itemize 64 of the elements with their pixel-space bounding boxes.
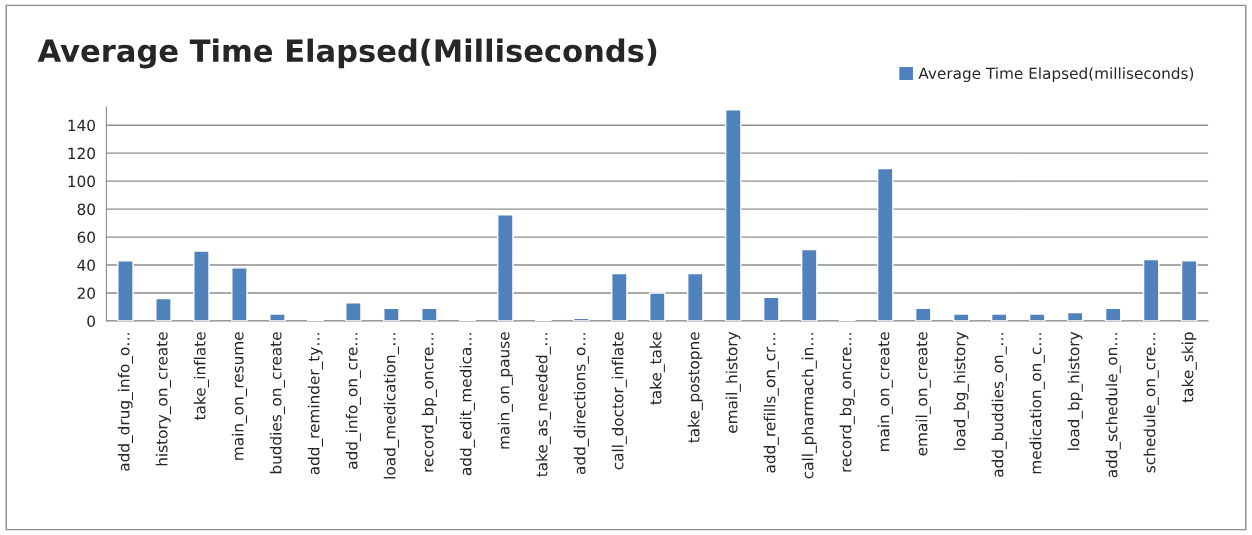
bar — [724, 109, 742, 321]
y-tick-label: 80 — [77, 203, 95, 216]
bar — [800, 248, 818, 321]
bar — [649, 292, 666, 321]
x-tick-label: main_on_pause — [497, 332, 513, 449]
x-tick-label: take_postopne — [687, 332, 703, 443]
y-tick-label: 100 — [68, 175, 95, 188]
x-tick-label: medication_on_c… — [1029, 333, 1045, 474]
x-tick-label: add_buddies_on_… — [991, 333, 1007, 477]
y-tick-label: 120 — [68, 147, 95, 160]
bar — [1066, 311, 1084, 321]
bar — [573, 317, 590, 321]
bar — [952, 313, 970, 321]
y-tick-label: 20 — [77, 287, 95, 300]
x-tick-label: take_skip — [1181, 332, 1197, 403]
y-tick-label: 40 — [77, 259, 95, 272]
bar — [1104, 307, 1122, 321]
bar — [155, 297, 172, 321]
y-tick-label: 140 — [68, 119, 95, 132]
x-tick-label: add_reminder_ty… — [307, 333, 323, 475]
bar — [876, 167, 894, 321]
bar — [1142, 258, 1160, 321]
bar — [686, 272, 704, 321]
bar — [1180, 260, 1198, 321]
y-tick-label: 60 — [77, 231, 95, 244]
chart-title: Average Time Elapsed(Milliseconds) — [37, 38, 657, 69]
x-tick-label: schedule_on_cre… — [1143, 333, 1159, 473]
x-tick-label: add_edit_medica… — [459, 333, 475, 476]
bar — [231, 267, 248, 321]
y-tick-label: 0 — [87, 315, 95, 328]
bar — [345, 302, 362, 321]
x-tick-label: take_inflate — [193, 332, 209, 420]
x-tick-label: add_info_on_cre… — [345, 333, 361, 469]
x-tick-label: load_medication_… — [383, 333, 399, 479]
x-tick-label: record_bp_oncre… — [421, 333, 437, 472]
bar — [1028, 313, 1046, 321]
x-tick-label: add_drug_info_o… — [117, 333, 134, 471]
x-tick-label: main_on_create — [877, 332, 893, 451]
bar — [383, 307, 400, 321]
bar — [497, 214, 514, 321]
x-tick-label: buddies_on_create — [269, 332, 285, 474]
bar — [117, 260, 134, 321]
x-tick-label: email_history — [725, 331, 741, 433]
x-tick-label: add_directions_o… — [573, 333, 589, 475]
legend-label: Average Time Elapsed(milliseconds) — [918, 67, 1194, 83]
x-tick-label: take_as_needed_… — [535, 333, 551, 477]
x-tick-label: call_pharmach_in… — [801, 333, 817, 479]
bar — [762, 296, 780, 321]
x-tick-label: load_bp_history — [1067, 331, 1083, 450]
bar — [611, 272, 628, 321]
bar — [421, 307, 438, 321]
bar — [914, 307, 932, 321]
bar — [269, 313, 286, 321]
x-tick-label: load_bg_history — [953, 331, 969, 450]
x-tick-label: add_refills_on_cr… — [763, 333, 779, 473]
x-tick-label: call_doctor_inflate — [611, 332, 627, 470]
x-tick-label: email_on_create — [915, 332, 931, 456]
x-tick-label: add_schedule_on… — [1105, 333, 1121, 478]
x-tick-label: main_on_resume — [231, 332, 247, 460]
x-tick-label: take_take — [649, 332, 665, 405]
bar — [193, 250, 210, 321]
bar — [990, 313, 1008, 321]
x-tick-label: record_bg_oncre… — [839, 333, 855, 472]
x-tick-label: history_on_create — [155, 332, 172, 466]
